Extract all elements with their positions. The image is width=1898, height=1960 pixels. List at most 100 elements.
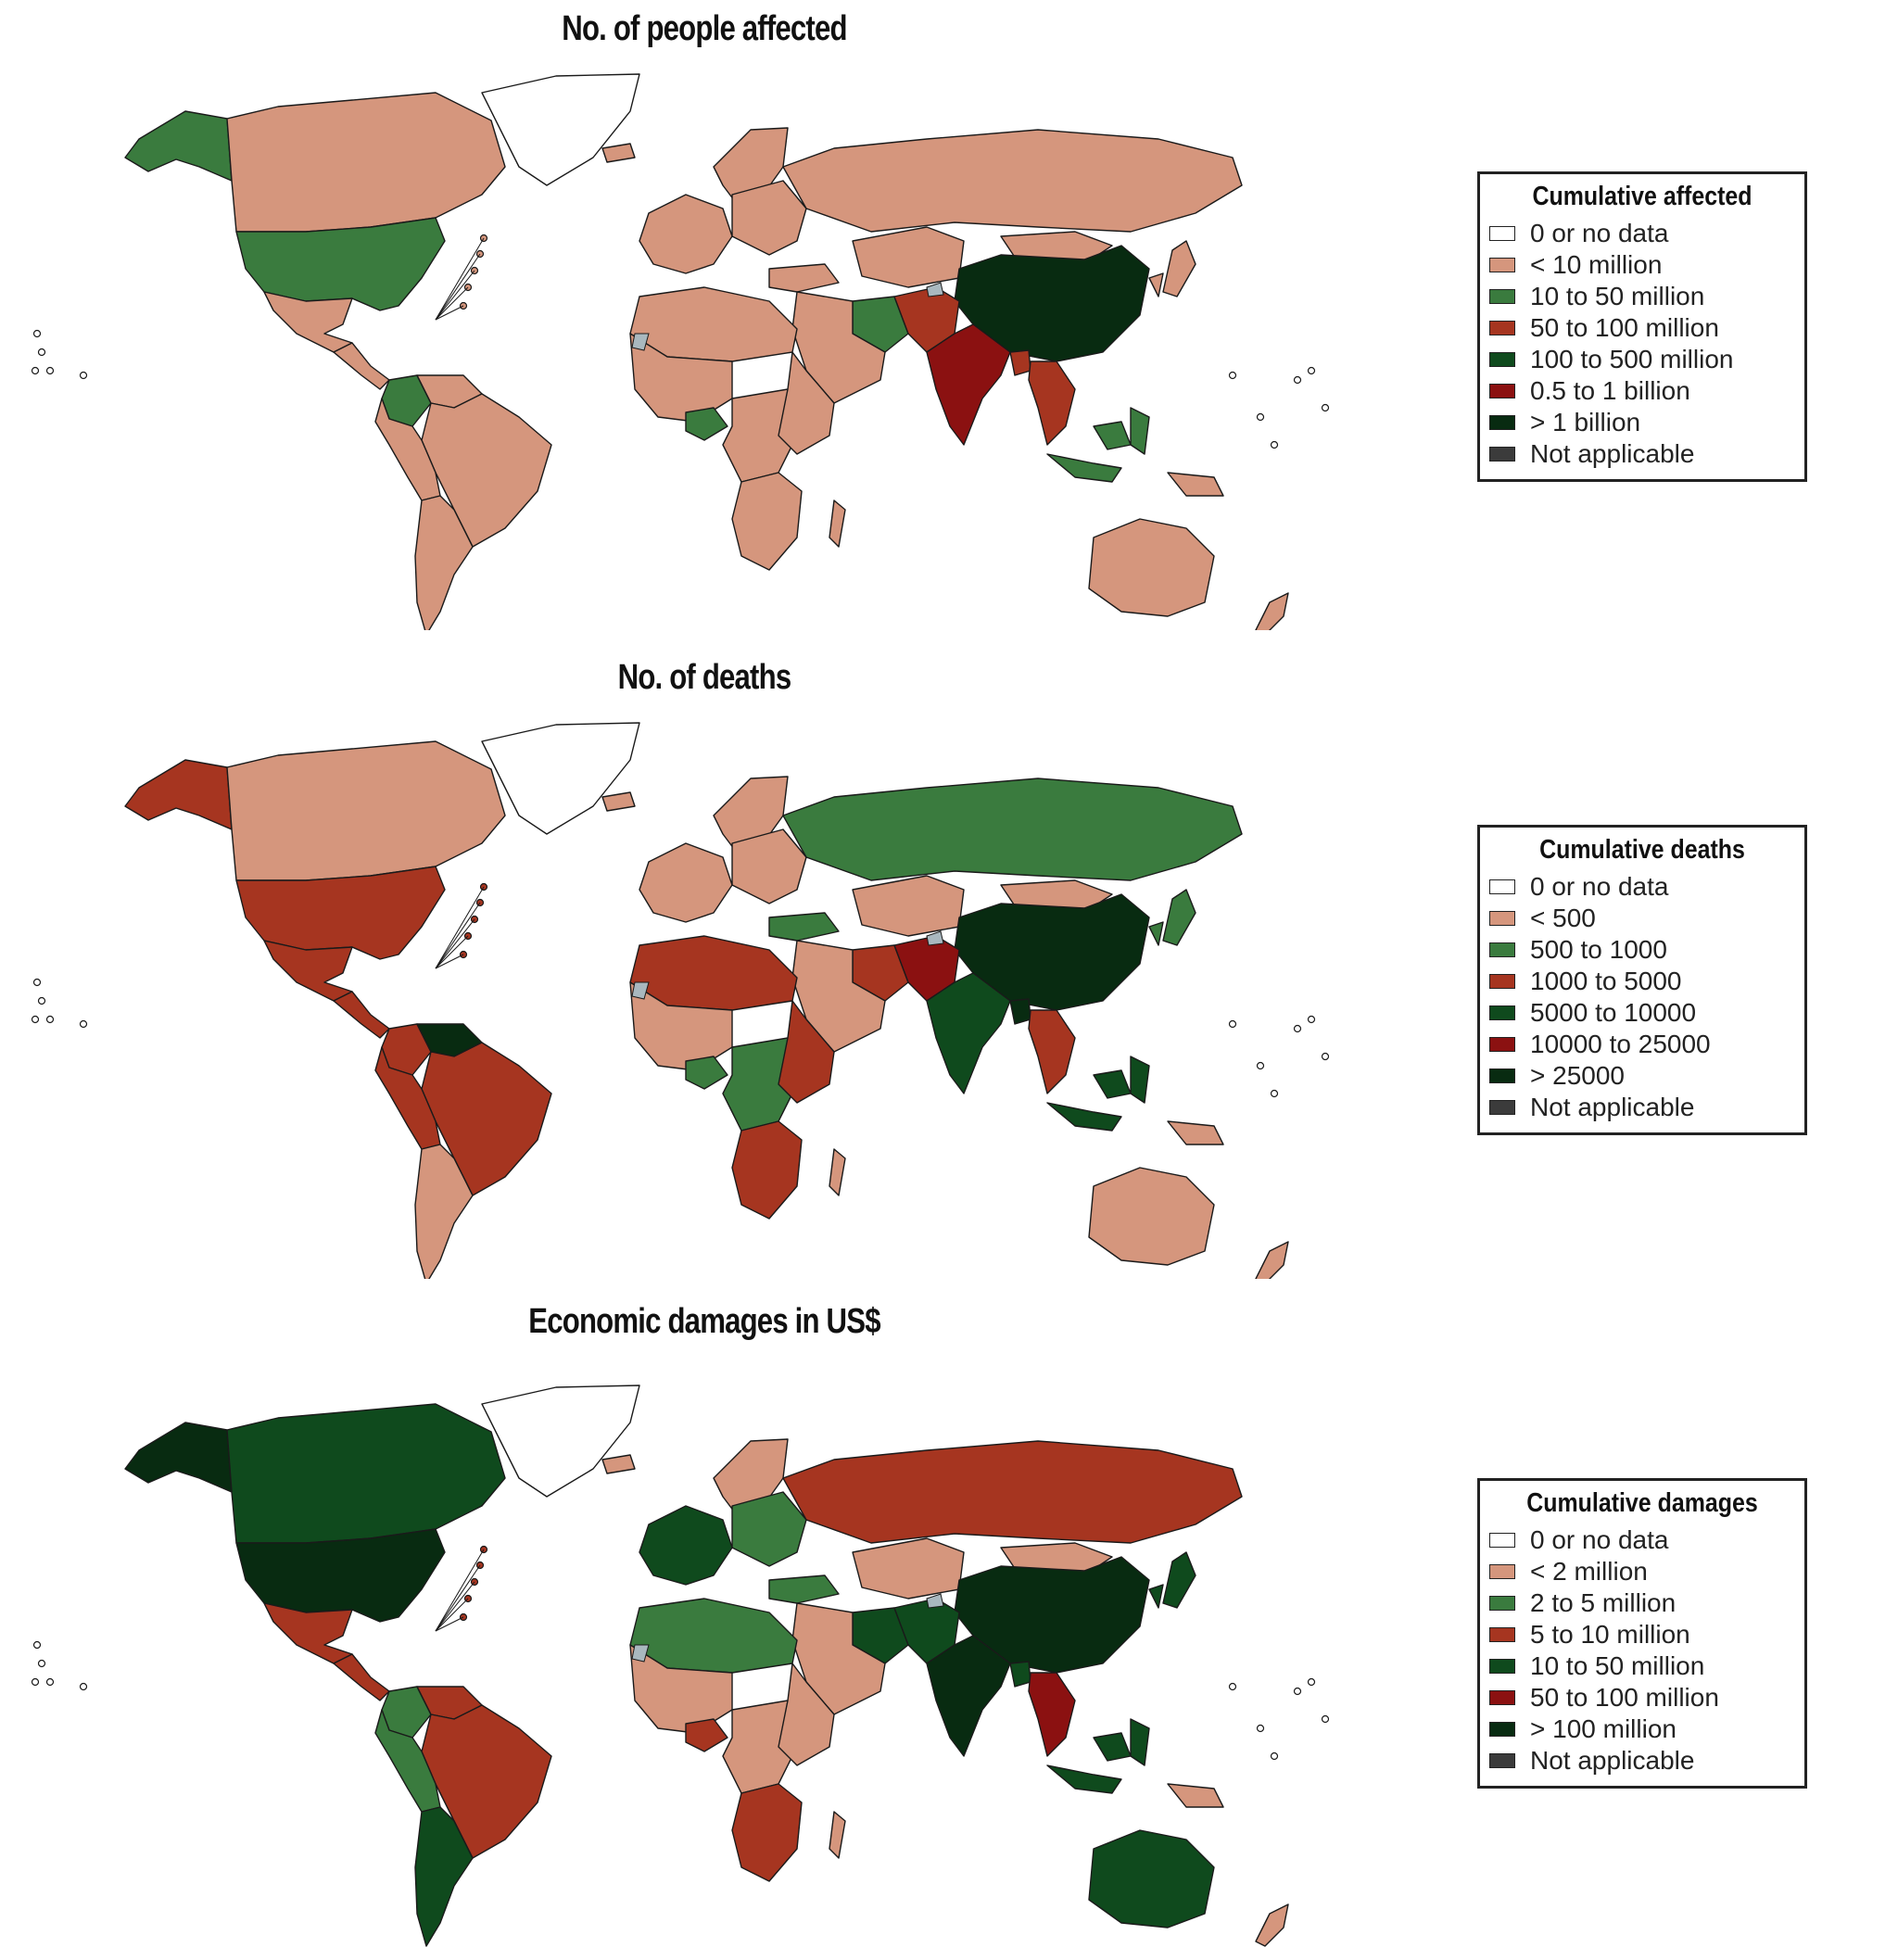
- legend-item: Not applicable: [1480, 1092, 1804, 1123]
- island-marker: [1256, 1724, 1265, 1733]
- region-iceland: [601, 1454, 636, 1474]
- legend-swatch: [1489, 1627, 1515, 1642]
- island-marker: [31, 1015, 40, 1024]
- region-png: [1167, 1783, 1224, 1808]
- legend-label: > 1 billion: [1530, 408, 1641, 436]
- legend-title: Cumulative damages: [1526, 1488, 1758, 1518]
- region-australia: [1088, 518, 1215, 617]
- legend-swatch: [1489, 879, 1515, 894]
- legend-swatch: [1489, 1690, 1515, 1705]
- region-maritime-asia: [1046, 1718, 1150, 1794]
- region-russia: [782, 1440, 1243, 1544]
- region-eastern-europe: [731, 180, 807, 256]
- region-greenland: [481, 73, 640, 186]
- island-callout-line: [435, 935, 469, 969]
- legend-swatch: [1489, 1100, 1515, 1115]
- legend-deaths: Cumulative deaths 0 or no data < 500 500 t…: [1477, 825, 1807, 1135]
- legend-label: 1000 to 5000: [1530, 967, 1682, 995]
- region-madagascar: [829, 1811, 846, 1859]
- island-marker: [1293, 1024, 1302, 1033]
- legend-label: 10000 to 25000: [1530, 1030, 1711, 1058]
- world-map-deaths: [31, 722, 1330, 1279]
- world-map-affected: [31, 73, 1330, 630]
- legend-item: 0 or no data: [1480, 218, 1804, 249]
- region-canada: [226, 740, 506, 881]
- legend-item: 100 to 500 million: [1480, 344, 1804, 375]
- region-mexico: [263, 291, 353, 353]
- legend-swatch: [1489, 1564, 1515, 1579]
- legend-item: 2 to 5 million: [1480, 1587, 1804, 1619]
- island-marker: [31, 1677, 40, 1687]
- region-turkey: [768, 263, 840, 293]
- legend-title: Cumulative deaths: [1539, 835, 1745, 865]
- legend-item: 0 or no data: [1480, 1524, 1804, 1556]
- panel-deaths: No. of deaths Cumulative deaths 0 or no …: [0, 649, 1898, 1297]
- legend-swatch: [1489, 911, 1515, 926]
- legend-swatch: [1489, 384, 1515, 398]
- legend-swatch: [1489, 1596, 1515, 1611]
- island-callout-line: [435, 902, 481, 969]
- region-eastern-europe: [731, 828, 807, 904]
- region-china: [954, 1556, 1150, 1674]
- region-china: [954, 245, 1150, 362]
- island-marker: [1228, 1682, 1237, 1691]
- legend-item: Not applicable: [1480, 438, 1804, 470]
- region-turkey: [768, 912, 840, 942]
- legend-swatch: [1489, 289, 1515, 304]
- island-marker: [1321, 403, 1330, 412]
- legend-item: 50 to 100 million: [1480, 312, 1804, 344]
- island-marker: [32, 978, 42, 987]
- region-australia: [1088, 1167, 1215, 1266]
- legend-label: 0 or no data: [1530, 219, 1669, 247]
- map-title: Economic damages in US$: [528, 1302, 880, 1341]
- legend-swatch: [1489, 258, 1515, 272]
- legend-label: 0 or no data: [1530, 872, 1669, 901]
- region-eastern-europe: [731, 1491, 807, 1567]
- island-callout-line: [435, 1581, 475, 1632]
- region-iceland: [601, 143, 636, 163]
- region-mexico: [263, 1602, 353, 1664]
- region-madagascar: [829, 499, 846, 548]
- legend-label: 50 to 100 million: [1530, 1683, 1719, 1712]
- region-east-africa: [778, 351, 835, 455]
- island-marker: [31, 366, 40, 375]
- region-bangladesh: [1009, 349, 1031, 376]
- region-central-america: [333, 1653, 390, 1701]
- region-india: [926, 972, 1011, 1094]
- legend-swatch: [1489, 942, 1515, 957]
- region-western-europe: [639, 842, 733, 923]
- island-marker: [1307, 1677, 1316, 1687]
- island-callout-line: [435, 305, 464, 321]
- island-marker: [1256, 412, 1265, 422]
- legend-swatch: [1489, 352, 1515, 367]
- legend-label: < 10 million: [1530, 250, 1663, 279]
- legend-title: Cumulative affected: [1532, 182, 1752, 211]
- island-marker: [37, 996, 46, 1005]
- lake-b: [631, 333, 650, 351]
- legend-item: < 2 million: [1480, 1556, 1804, 1587]
- region-kazakhstan: [852, 226, 965, 288]
- region-kazakhstan: [852, 1537, 965, 1600]
- region-southern-africa: [731, 1783, 803, 1882]
- legend-label: Not applicable: [1530, 439, 1695, 468]
- legend-label: 2 to 5 million: [1530, 1588, 1677, 1617]
- region-canada: [226, 92, 506, 233]
- lake-a: [926, 930, 944, 946]
- region-middle-east: [791, 291, 886, 404]
- region-bangladesh: [1009, 998, 1031, 1025]
- legend-label: 5 to 10 million: [1530, 1620, 1690, 1649]
- region-australia: [1088, 1829, 1215, 1928]
- legend-item: < 10 million: [1480, 249, 1804, 281]
- panel-economic-damages: Economic damages in US$ Cumulative damag…: [0, 1293, 1898, 1947]
- island-marker: [1228, 371, 1237, 380]
- region-turkey: [768, 1574, 840, 1604]
- region-iceland: [601, 791, 636, 812]
- legend-swatch: [1489, 1659, 1515, 1674]
- legend-swatch: [1489, 226, 1515, 241]
- island-marker: [1270, 1089, 1279, 1098]
- island-marker: [1307, 1015, 1316, 1024]
- region-southern-africa: [731, 472, 803, 571]
- region-russia: [782, 778, 1243, 881]
- region-canada: [226, 1403, 506, 1544]
- region-alaska: [124, 110, 233, 182]
